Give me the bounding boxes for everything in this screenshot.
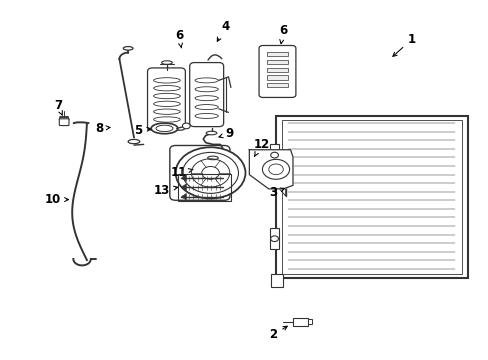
Polygon shape	[181, 184, 186, 190]
Ellipse shape	[195, 113, 218, 118]
Circle shape	[262, 159, 289, 179]
Bar	[266, 52, 287, 56]
Text: 12: 12	[253, 138, 269, 156]
Ellipse shape	[153, 109, 180, 114]
Ellipse shape	[153, 117, 180, 122]
Bar	[270, 144, 278, 166]
Ellipse shape	[153, 86, 180, 91]
Text: 5: 5	[133, 124, 151, 137]
Bar	[292, 318, 307, 326]
FancyBboxPatch shape	[169, 145, 229, 200]
Bar	[281, 120, 461, 274]
Text: 10: 10	[45, 193, 68, 206]
Text: 3: 3	[269, 186, 284, 199]
Ellipse shape	[195, 87, 218, 92]
Ellipse shape	[128, 139, 140, 144]
Text: 4: 4	[217, 21, 229, 41]
Text: 6: 6	[175, 30, 183, 48]
Ellipse shape	[153, 101, 180, 107]
FancyBboxPatch shape	[189, 63, 223, 127]
Text: 11: 11	[171, 166, 192, 179]
Ellipse shape	[153, 93, 180, 99]
Bar	[271, 274, 283, 287]
Ellipse shape	[161, 61, 172, 64]
Text: 8: 8	[95, 122, 110, 135]
Ellipse shape	[151, 123, 178, 134]
Circle shape	[182, 123, 190, 129]
Ellipse shape	[195, 78, 218, 83]
Bar	[270, 228, 278, 249]
Text: 13: 13	[154, 184, 177, 197]
Ellipse shape	[195, 96, 218, 101]
Bar	[275, 116, 467, 278]
Circle shape	[270, 236, 278, 242]
Text: 2: 2	[269, 326, 286, 341]
Circle shape	[175, 147, 245, 198]
Bar	[266, 68, 287, 72]
Text: 1: 1	[392, 33, 415, 57]
FancyBboxPatch shape	[59, 119, 69, 126]
Circle shape	[270, 152, 278, 158]
Bar	[266, 60, 287, 64]
Ellipse shape	[206, 131, 216, 135]
Bar	[266, 75, 287, 80]
Text: 9: 9	[219, 127, 234, 140]
Polygon shape	[181, 194, 186, 200]
Ellipse shape	[153, 78, 180, 83]
Bar	[307, 319, 312, 324]
FancyBboxPatch shape	[259, 45, 295, 98]
Polygon shape	[249, 150, 292, 189]
Ellipse shape	[123, 46, 133, 50]
Bar	[177, 174, 230, 201]
Bar	[266, 83, 287, 87]
FancyBboxPatch shape	[147, 68, 185, 130]
Text: 7: 7	[54, 99, 62, 115]
Text: 6: 6	[279, 24, 287, 44]
Polygon shape	[181, 175, 186, 181]
Ellipse shape	[207, 156, 218, 160]
Ellipse shape	[195, 104, 218, 109]
